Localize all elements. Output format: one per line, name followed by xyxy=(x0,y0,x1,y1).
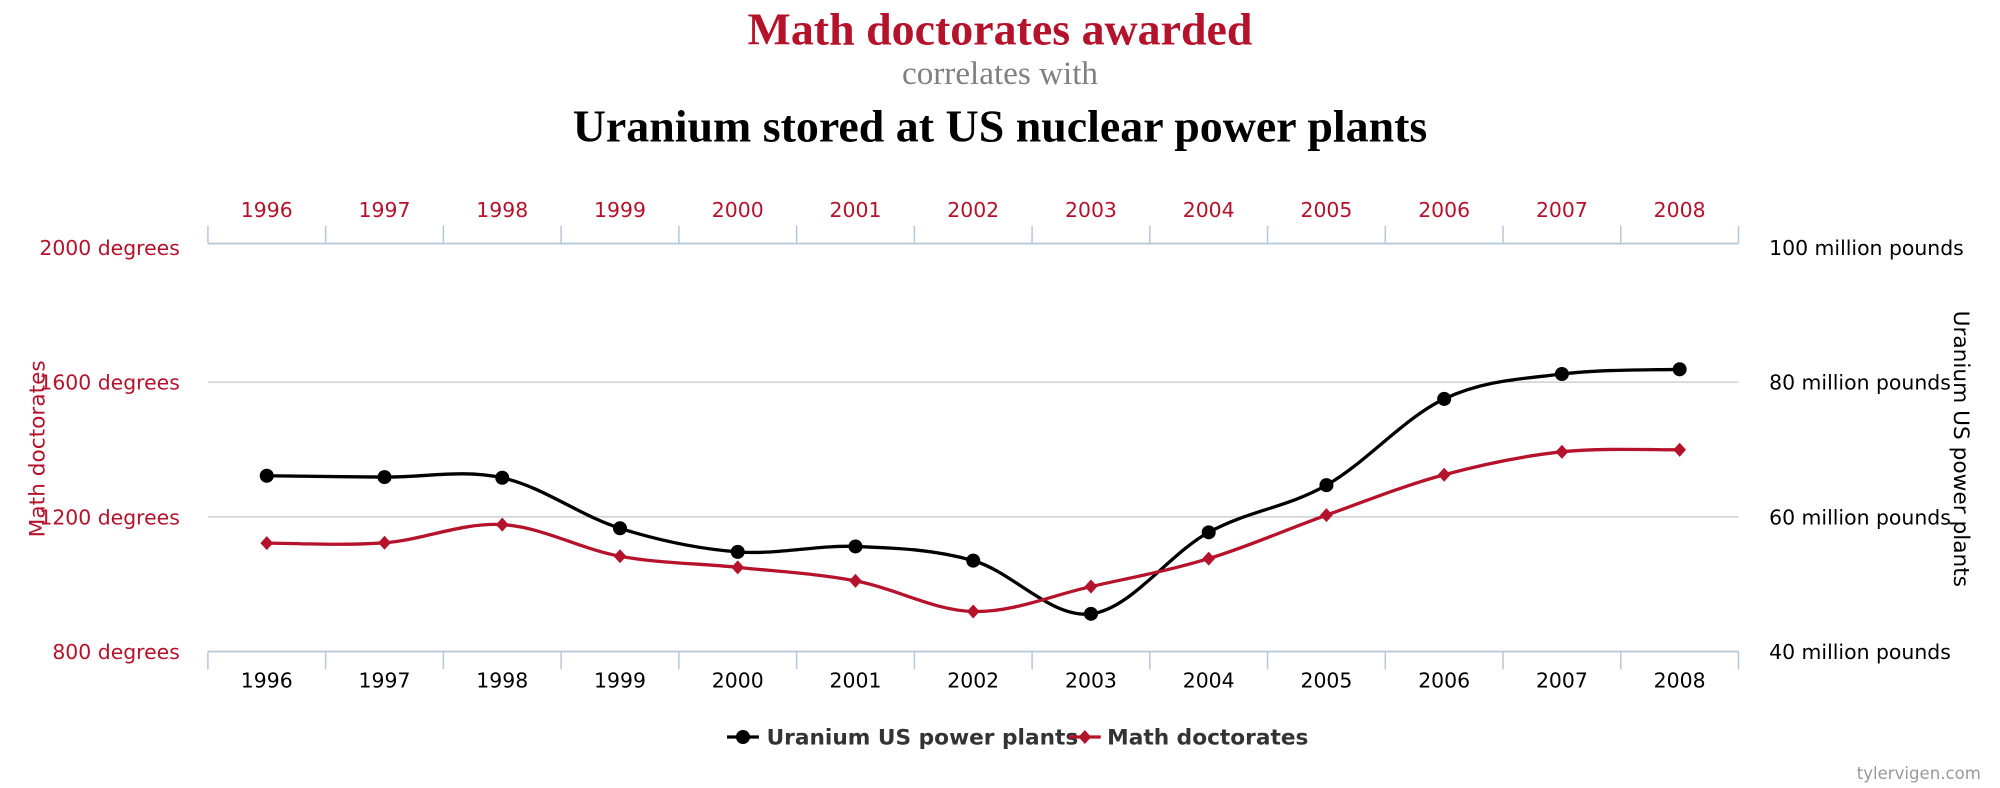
math-doctorates-point xyxy=(1437,467,1451,482)
top-x-tick-label: 1997 xyxy=(359,198,411,222)
uranium-us-power-plants-point xyxy=(377,470,392,485)
top-x-tick-label: 1999 xyxy=(594,198,646,222)
bottom-x-tick-label: 2008 xyxy=(1654,668,1706,692)
math-doctorates-point xyxy=(966,604,980,619)
bottom-x-tick-label: 2001 xyxy=(830,668,882,692)
uranium-us-power-plants-point xyxy=(495,470,510,485)
legend-item-label[interactable]: Math doctorates xyxy=(1107,726,1308,751)
left-tick-label: 2000 degrees xyxy=(39,236,179,260)
right-tick-label: 40 million pounds xyxy=(1769,640,1951,664)
uranium-us-power-plants-point xyxy=(1437,391,1452,406)
math-doctorates-point xyxy=(613,549,627,564)
chart-subtitle: correlates with xyxy=(902,55,1098,92)
bottom-x-tick-label: 1997 xyxy=(359,668,411,692)
bottom-x-tick-label: 2004 xyxy=(1183,668,1235,692)
top-x-tick-label: 2006 xyxy=(1418,198,1470,222)
bottom-x-tick-label: 2007 xyxy=(1536,668,1588,692)
uranium-us-power-plants-point xyxy=(1201,525,1216,540)
math-doctorates-point xyxy=(1202,551,1216,566)
bottom-x-tick-label: 2002 xyxy=(947,668,999,692)
math-doctorates-point xyxy=(849,573,862,588)
legend-marker xyxy=(1078,729,1092,745)
chart-title: Math doctorates awarded xyxy=(748,4,1253,55)
math-doctorates-point xyxy=(1084,579,1098,594)
right-tick-label: 100 million pounds xyxy=(1769,236,1964,260)
bottom-x-tick-label: 1998 xyxy=(476,668,528,692)
uranium-us-power-plants-point xyxy=(730,544,745,559)
left-tick-label: 1600 degrees xyxy=(39,371,179,395)
top-x-tick-label: 2004 xyxy=(1183,198,1235,222)
top-x-tick-label: 2002 xyxy=(947,198,999,222)
math-doctorates-point xyxy=(495,517,509,532)
bottom-x-tick-label: 1996 xyxy=(241,668,293,692)
right-axis-title: Uranium US power plants xyxy=(1948,311,1973,587)
top-x-tick-label: 2000 xyxy=(712,198,764,222)
uranium-us-power-plants-line xyxy=(266,367,1680,616)
bottom-x-tick-label: 2005 xyxy=(1300,668,1352,692)
bottom-x-tick-label: 1999 xyxy=(594,668,646,692)
uranium-us-power-plants-point xyxy=(966,553,981,568)
uranium-us-power-plants-point xyxy=(1083,606,1098,621)
uranium-us-power-plants-point xyxy=(1554,367,1569,382)
bottom-x-tick-label: 2003 xyxy=(1065,668,1117,692)
math-doctorates-point xyxy=(1673,442,1687,457)
math-doctorates-point xyxy=(731,560,745,575)
uranium-us-power-plants-point xyxy=(612,521,628,536)
watermark[interactable]: tylervigen.com xyxy=(1857,764,1981,783)
math-doctorates-point xyxy=(260,536,274,551)
bottom-x-tick-label: 2000 xyxy=(712,668,764,692)
top-x-tick-label: 2001 xyxy=(830,198,882,222)
uranium-us-power-plants-point xyxy=(1319,478,1334,493)
uranium-us-power-plants-point xyxy=(848,539,863,554)
chart-title-2: Uranium stored at US nuclear power plant… xyxy=(573,101,1428,152)
top-x-tick-label: 2005 xyxy=(1300,198,1352,222)
top-x-tick-label: 2003 xyxy=(1065,198,1117,222)
math-doctorates-point xyxy=(1555,444,1569,459)
legend-marker xyxy=(735,729,750,745)
legend-item-label[interactable]: Uranium US power plants xyxy=(767,726,1079,751)
top-x-tick-label: 2008 xyxy=(1654,198,1706,222)
left-tick-label: 1200 degrees xyxy=(39,505,179,529)
math-doctorates-point xyxy=(378,535,391,550)
top-x-tick-label: 1998 xyxy=(476,198,528,222)
uranium-us-power-plants-point xyxy=(1672,362,1687,377)
left-tick-label: 800 degrees xyxy=(52,640,180,664)
top-x-tick-label: 2007 xyxy=(1536,198,1588,222)
top-x-tick-label: 1996 xyxy=(241,198,293,222)
math-doctorates-point xyxy=(1320,508,1333,523)
right-tick-label: 60 million pounds xyxy=(1769,505,1951,529)
right-tick-label: 80 million pounds xyxy=(1769,371,1951,395)
uranium-us-power-plants-point xyxy=(259,468,274,483)
left-axis-title: Math doctorates xyxy=(26,360,51,537)
bottom-x-tick-label: 2006 xyxy=(1418,668,1470,692)
